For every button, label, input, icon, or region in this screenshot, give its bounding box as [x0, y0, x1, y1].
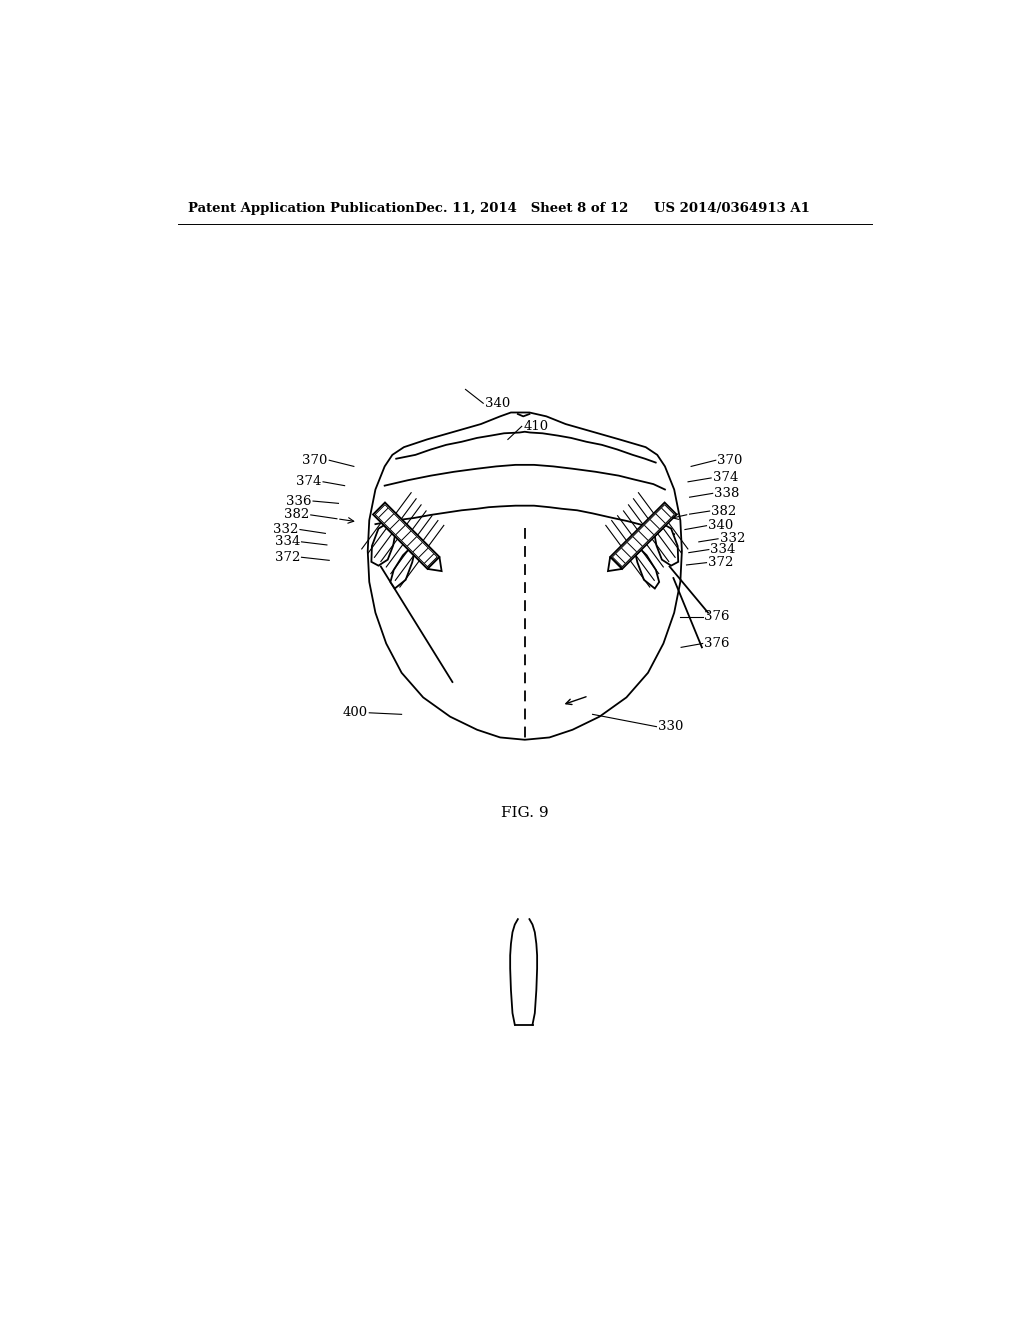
Polygon shape [375, 504, 437, 566]
Text: 340: 340 [708, 519, 733, 532]
Text: 410: 410 [523, 420, 549, 433]
Text: 330: 330 [658, 721, 683, 733]
Polygon shape [372, 525, 395, 566]
Text: 370: 370 [717, 454, 742, 467]
Text: 340: 340 [484, 397, 510, 409]
Text: 332: 332 [720, 532, 745, 545]
Text: 376: 376 [705, 638, 730, 649]
Text: 370: 370 [302, 454, 328, 467]
Text: 382: 382 [284, 508, 309, 521]
Text: 382: 382 [711, 504, 736, 517]
Polygon shape [654, 525, 678, 566]
Text: Patent Application Publication: Patent Application Publication [188, 202, 415, 215]
Polygon shape [608, 557, 623, 572]
Polygon shape [612, 504, 675, 566]
Text: 400: 400 [343, 706, 368, 719]
Text: 374: 374 [296, 475, 322, 488]
Text: FIG. 9: FIG. 9 [501, 807, 549, 820]
Polygon shape [373, 503, 439, 569]
Polygon shape [427, 557, 441, 572]
Text: 334: 334 [711, 543, 736, 556]
Polygon shape [610, 503, 677, 569]
Text: 332: 332 [273, 523, 298, 536]
Polygon shape [390, 550, 414, 589]
Text: 372: 372 [708, 556, 733, 569]
Text: 372: 372 [274, 550, 300, 564]
Text: 338: 338 [714, 487, 739, 500]
Text: US 2014/0364913 A1: US 2014/0364913 A1 [654, 202, 810, 215]
Text: Dec. 11, 2014   Sheet 8 of 12: Dec. 11, 2014 Sheet 8 of 12 [416, 202, 629, 215]
Polygon shape [636, 550, 659, 589]
Text: 376: 376 [705, 610, 730, 623]
Text: 374: 374 [713, 471, 738, 484]
Polygon shape [368, 412, 682, 739]
Text: 334: 334 [274, 536, 300, 548]
Text: 336: 336 [286, 495, 311, 508]
